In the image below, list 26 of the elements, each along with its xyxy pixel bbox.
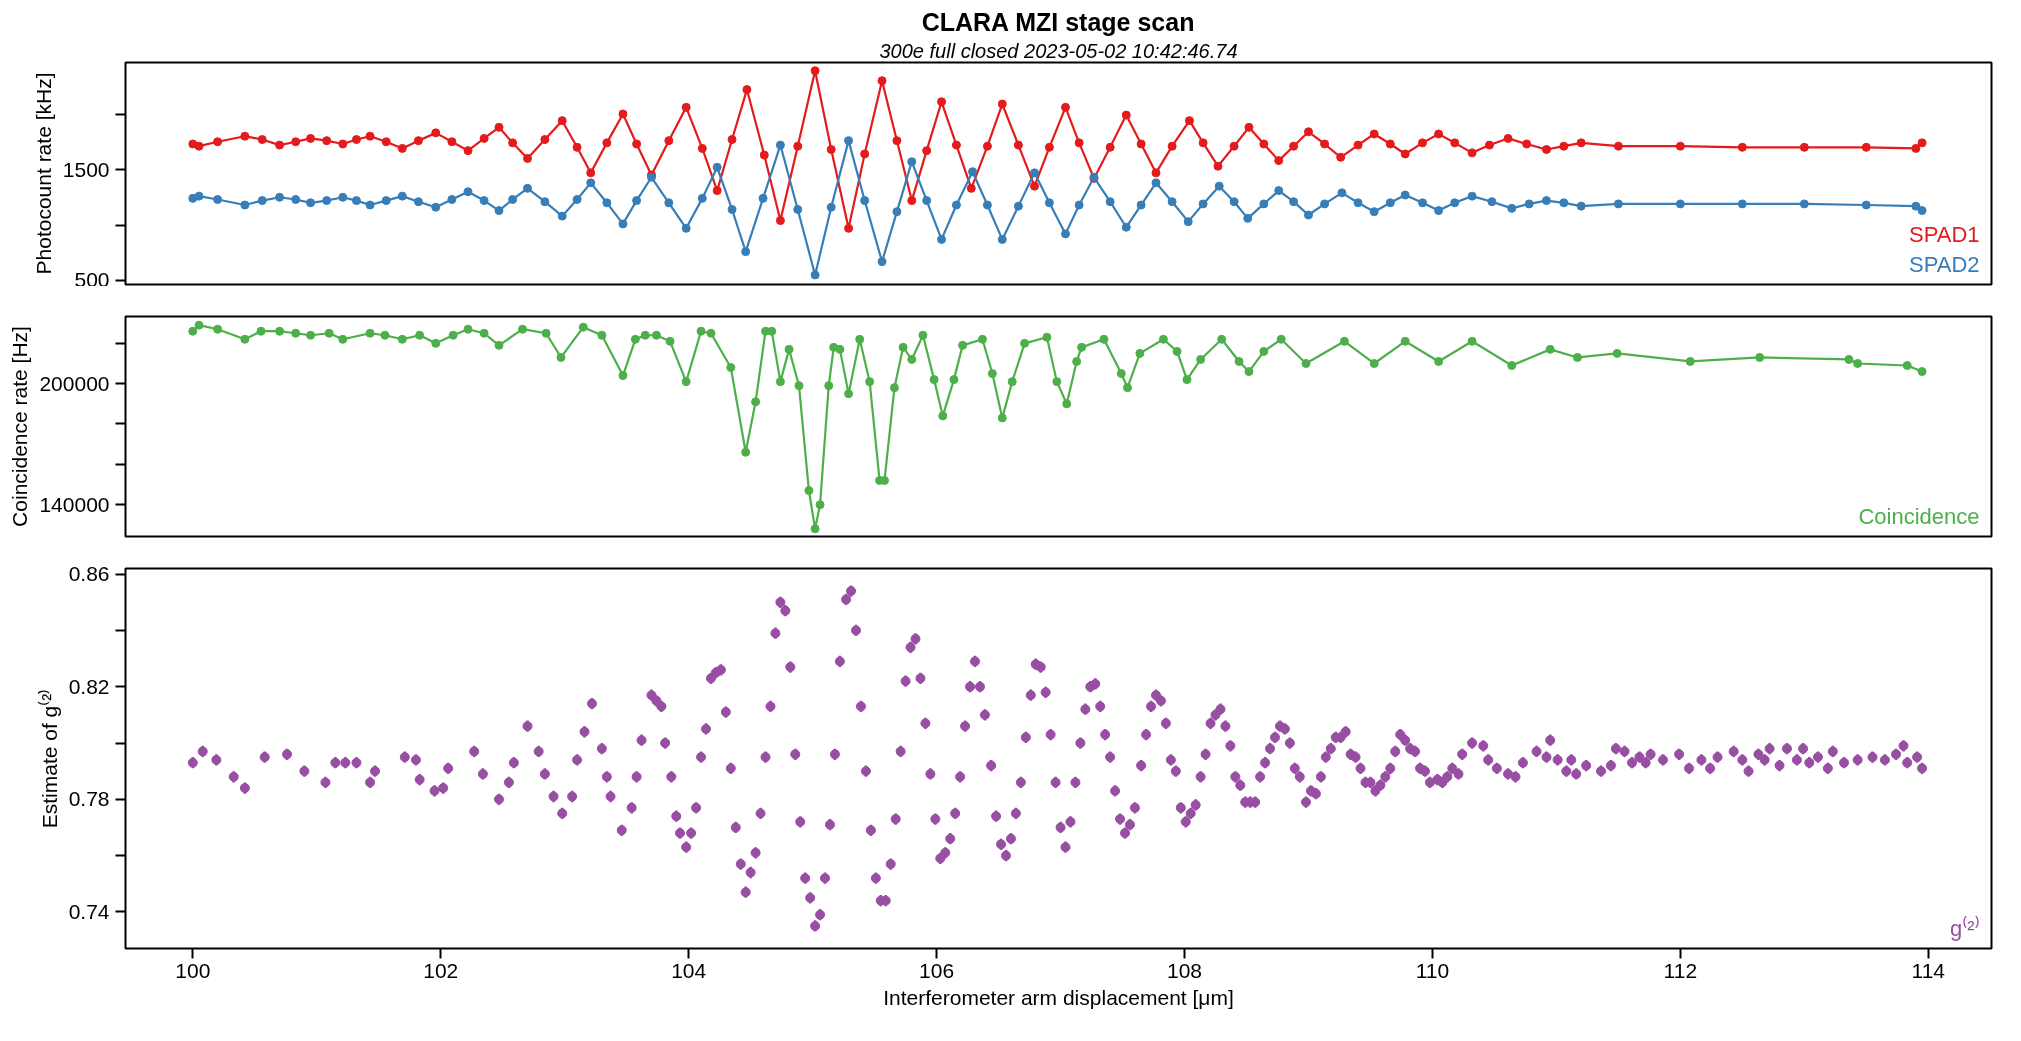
text: SPAD1 bbox=[1908, 221, 1980, 247]
y-tick-label: 0.86 bbox=[68, 562, 110, 586]
text: g⁽²⁾ bbox=[1949, 915, 1980, 941]
x-tick-label: 106 bbox=[919, 958, 955, 982]
y-tick-label: 1500 bbox=[62, 157, 110, 181]
x-tick-label: 104 bbox=[671, 958, 707, 982]
y-tick-label: 140000 bbox=[39, 492, 110, 516]
x-tick-label: 100 bbox=[175, 958, 211, 982]
x-axis-title: Interferometer arm displacement [μm] bbox=[883, 985, 1234, 1009]
chart-subtitle: 300e full closed 2023-05-02 10:42:46.74 bbox=[879, 39, 1238, 62]
x-tick-label: 102 bbox=[423, 958, 459, 982]
y-axis-title: Estimate of g⁽²⁾ bbox=[36, 688, 61, 829]
x-tick-label: 114 bbox=[1911, 958, 1946, 982]
y-axis-title: Photocount rate [kHz] bbox=[31, 72, 55, 275]
text: Coincidence bbox=[1858, 503, 1980, 529]
x-tick-label: 112 bbox=[1663, 958, 1698, 982]
x-tick-label: 110 bbox=[1415, 958, 1450, 982]
y-tick-label: 0.74 bbox=[68, 899, 110, 923]
y-axis-title: Coincidence rate [Hz] bbox=[8, 326, 32, 527]
y-tick-label: 200000 bbox=[39, 371, 110, 395]
x-tick-label: 108 bbox=[1166, 958, 1203, 982]
y-tick-label: 500 bbox=[74, 267, 110, 291]
y-tick-label: 0.78 bbox=[68, 787, 110, 811]
chart-title: CLARA MZI stage scan bbox=[921, 7, 1195, 36]
y-tick-label: 0.82 bbox=[68, 674, 110, 698]
series-label: SPAD2 bbox=[1908, 251, 1980, 277]
